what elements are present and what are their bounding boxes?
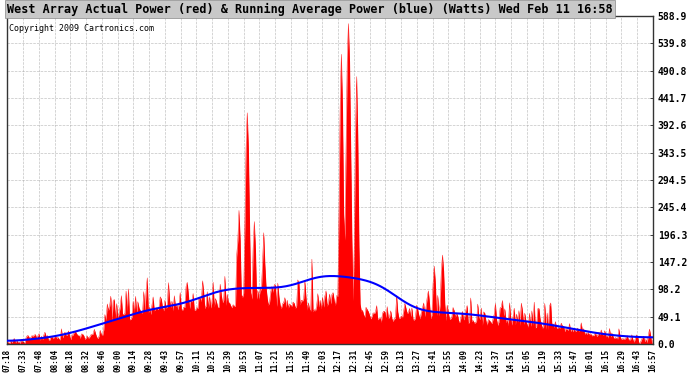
Text: West Array Actual Power (red) & Running Average Power (blue) (Watts) Wed Feb 11 : West Array Actual Power (red) & Running … <box>8 3 613 16</box>
Text: Copyright 2009 Cartronics.com: Copyright 2009 Cartronics.com <box>8 24 154 33</box>
